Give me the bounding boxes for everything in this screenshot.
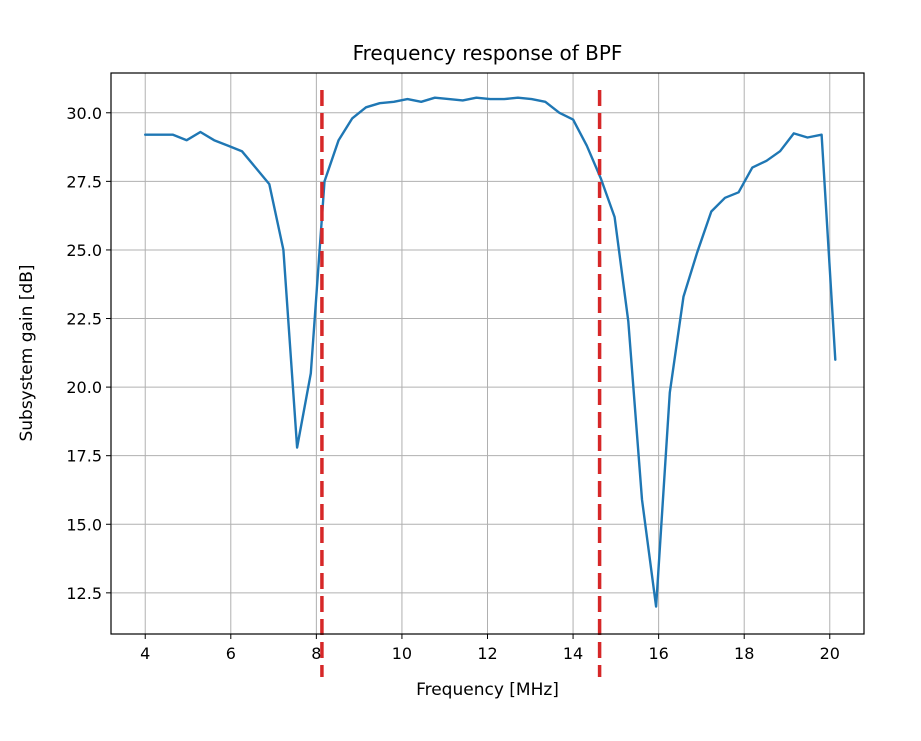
- y-tick-label: 22.5: [66, 310, 102, 329]
- x-tick-label: 6: [226, 644, 236, 663]
- y-tick-label: 17.5: [66, 447, 102, 466]
- x-tick-label: 18: [734, 644, 754, 663]
- gain-series-line: [143, 96, 837, 608]
- axis-ticks: 4 6 8 10 12 14 16 18 20 12.5 15.0 17.5 20.0 22.5 25.0 2…: [66, 104, 840, 663]
- x-tick-label: 10: [392, 644, 412, 663]
- x-tick-label: 16: [648, 644, 668, 663]
- y-axis-label: Subsystem gain [dB]: [17, 264, 37, 441]
- y-tick-label: 12.5: [66, 584, 102, 603]
- x-tick-label: 14: [563, 644, 583, 663]
- y-tick-label: 15.0: [66, 515, 102, 534]
- x-axis-label: Frequency [MHz]: [416, 680, 559, 700]
- x-tick-label: 12: [477, 644, 497, 663]
- series-layer: [143, 96, 837, 608]
- x-tick-label: 8: [311, 644, 321, 663]
- y-tick-label: 25.0: [66, 241, 102, 260]
- chart-title: Frequency response of BPF: [353, 41, 623, 65]
- y-tick-label: 27.5: [66, 172, 102, 191]
- y-tick-label: 30.0: [66, 104, 102, 123]
- x-tick-label: 4: [140, 644, 150, 663]
- x-tick-label: 20: [820, 644, 840, 663]
- y-tick-label: 20.0: [66, 378, 102, 397]
- grid-lines: [111, 73, 864, 634]
- cutoff-layer: [320, 90, 602, 677]
